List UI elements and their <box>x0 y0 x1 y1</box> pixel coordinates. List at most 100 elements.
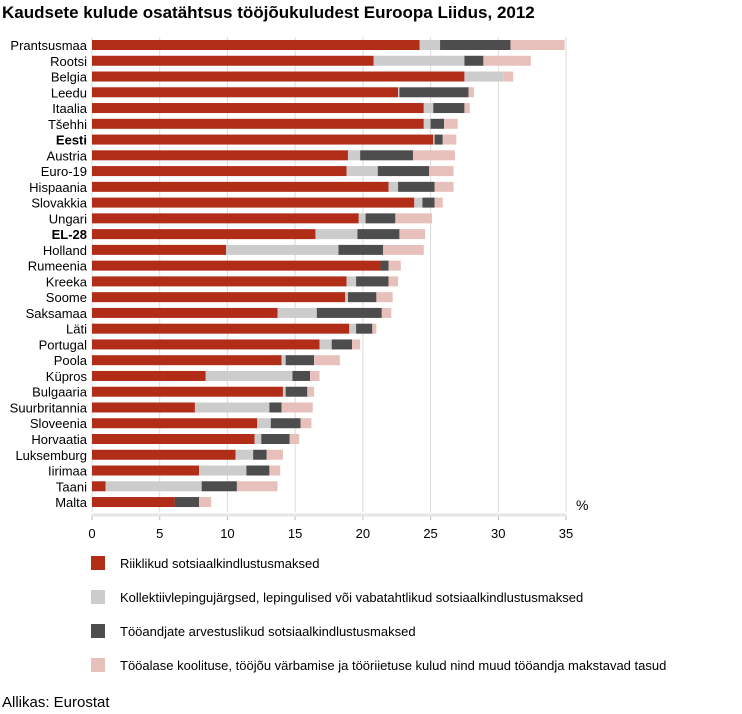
category-label: Bulgaaria <box>32 385 88 400</box>
category-label: Rootsi <box>50 54 87 69</box>
bar-segment-4 <box>289 434 300 444</box>
bar-segment-2 <box>235 449 254 460</box>
bar-segment-1 <box>92 118 424 129</box>
bar-segment-1 <box>92 386 283 397</box>
bar-segment-1 <box>92 339 320 350</box>
bar-segment-3 <box>464 55 484 66</box>
bar-segment-2 <box>281 355 286 366</box>
bar-segment-2 <box>388 181 399 192</box>
bar-segment-2 <box>423 103 434 114</box>
bar-segment-4 <box>376 292 393 303</box>
legend-swatch-3 <box>91 624 105 638</box>
bar-segment-4 <box>314 355 340 366</box>
bar-segment-1 <box>92 370 206 381</box>
category-label: Ungari <box>49 211 87 226</box>
category-label: Horvaatia <box>31 432 87 447</box>
bar-segment-3 <box>246 465 270 476</box>
bar-segment-4 <box>300 418 312 429</box>
bar-segment-4 <box>434 181 454 192</box>
bar-segment-4 <box>429 166 454 177</box>
category-label: Soome <box>46 290 87 305</box>
bar-segment-1 <box>92 323 350 334</box>
bar-segment-3 <box>331 339 353 350</box>
bar-segment-4 <box>444 118 458 129</box>
bar-segment-3 <box>398 181 435 192</box>
bar-segment-4 <box>442 134 457 145</box>
bar-segment-1 <box>92 449 236 460</box>
x-tick-label: 15 <box>288 526 302 541</box>
bar-segment-3 <box>440 40 511 50</box>
bar-segment-3 <box>269 402 282 413</box>
bar-segment-4 <box>310 370 320 381</box>
category-label: Slovakkia <box>31 196 87 211</box>
chart-title: Kaudsete kulude osatähtsus tööjõukuludes… <box>2 3 535 22</box>
bar-segment-2 <box>319 339 332 350</box>
bar-segment-4 <box>388 276 399 287</box>
bar-segment-3 <box>434 134 443 145</box>
bar-segment-2 <box>398 87 400 98</box>
bar-segment-1 <box>92 434 255 444</box>
bar-segment-2 <box>349 323 357 334</box>
bar-segment-2 <box>345 292 348 303</box>
legend-swatch-1 <box>91 556 105 570</box>
bar-segment-1 <box>92 197 415 208</box>
bar-segment-4 <box>468 87 474 98</box>
bar-segment-2 <box>282 386 286 397</box>
bar-segment-1 <box>92 465 199 476</box>
bar-segment-2 <box>464 71 504 82</box>
category-label: Iirimaa <box>48 464 88 479</box>
bar-segment-3 <box>433 103 465 114</box>
bar-segment-1 <box>92 292 346 303</box>
bar-segment-3 <box>399 87 469 98</box>
bar-segment-3 <box>338 244 384 255</box>
bar-segment-4 <box>510 40 565 50</box>
bar-segment-1 <box>92 260 381 271</box>
x-tick-label: 30 <box>491 526 505 541</box>
bar-segment-4 <box>464 103 470 114</box>
category-label: Suurbritannia <box>10 400 88 415</box>
bar-segment-1 <box>92 87 399 98</box>
x-tick-label: 5 <box>156 526 163 541</box>
bar-segment-3 <box>270 418 301 429</box>
category-label: Hispaania <box>29 180 88 195</box>
category-label: Poola <box>54 353 88 368</box>
bar-segment-1 <box>92 166 347 177</box>
bar-segment-1 <box>92 71 465 82</box>
bar-segment-1 <box>92 355 282 366</box>
bar-segment-3 <box>422 197 435 208</box>
bar-segment-2 <box>347 150 361 161</box>
bar-segment-1 <box>92 103 424 114</box>
category-label: Portugal <box>39 337 88 352</box>
bar-segment-3 <box>356 323 373 334</box>
bar-segment-2 <box>226 244 339 255</box>
bar-segment-4 <box>198 497 212 508</box>
legend-swatch-4 <box>91 658 105 672</box>
bar-segment-1 <box>92 276 347 287</box>
legend-label-3: Tööandjate arvestuslikud sotsiaalkindlus… <box>120 624 416 639</box>
bar-segment-2 <box>419 40 441 50</box>
category-label: EL-28 <box>52 227 87 242</box>
bar-segment-4 <box>399 229 426 240</box>
legend-label-4: Tööalase koolituse, tööjõu värbamise ja … <box>120 658 666 673</box>
bar-segment-1 <box>92 402 195 413</box>
x-tick-label: 35 <box>559 526 573 541</box>
source-note: Allikas: Eurostat <box>2 694 110 711</box>
bar-segment-2 <box>373 55 465 66</box>
bar-segment-3 <box>201 481 237 492</box>
category-label: Läti <box>66 322 87 337</box>
legend-label-1: Riiklikud sotsiaalkindlustusmaksed <box>120 556 319 571</box>
category-label: Leedu <box>51 85 87 100</box>
category-label: Malta <box>55 495 88 510</box>
category-label: Taani <box>56 479 87 494</box>
category-label: Austria <box>47 148 88 163</box>
bar-segment-4 <box>352 339 361 350</box>
bar-segment-2 <box>198 465 247 476</box>
category-label: Belgia <box>51 70 88 85</box>
category-label: Saksamaa <box>26 306 88 321</box>
bar-segment-4 <box>307 386 315 397</box>
bar-segment-1 <box>92 150 348 161</box>
bar-segment-1 <box>92 244 227 255</box>
x-axis-unit-label: % <box>576 497 588 513</box>
category-label: Küpros <box>46 369 88 384</box>
